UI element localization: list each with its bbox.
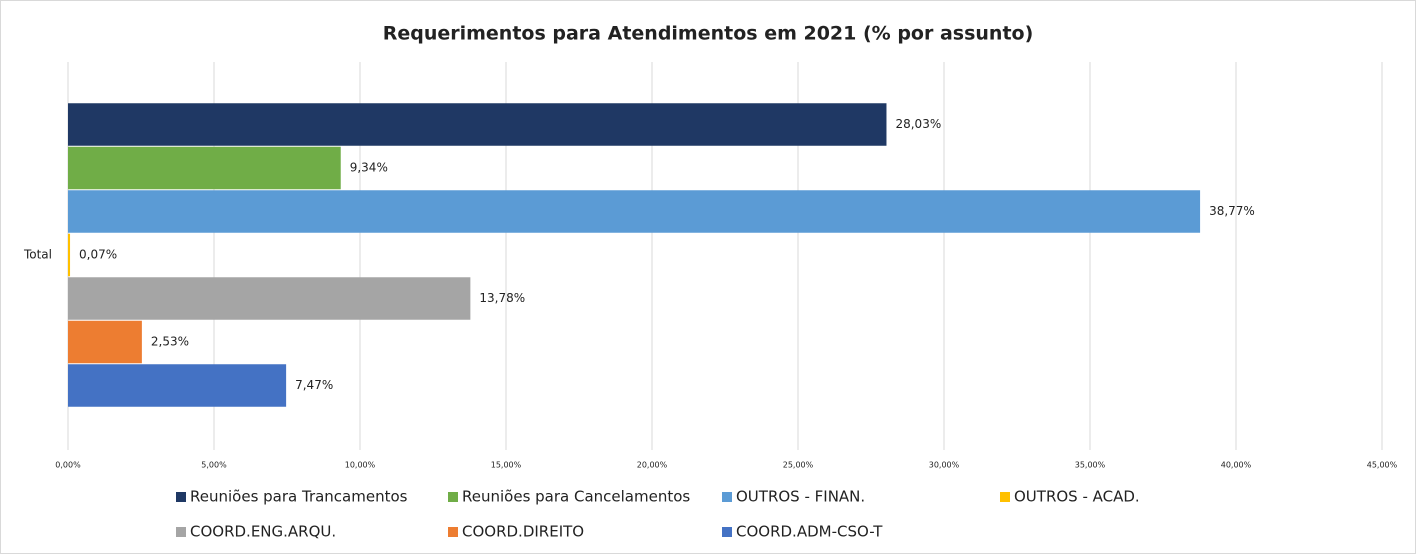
y-tick-label: Total [23,248,52,262]
bar [68,190,1201,233]
legend-label: OUTROS - ACAD. [1014,488,1140,506]
bar [68,320,142,364]
x-tick-label: 15,00% [491,461,522,470]
x-tick-label: 5,00% [201,461,227,470]
bar [68,277,471,320]
data-label: 9,34% [350,161,388,175]
data-label: 0,07% [79,248,117,262]
legend-label: Reuniões para Cancelamentos [462,488,690,506]
data-label: 28,03% [895,117,941,131]
legend-swatch [176,492,186,502]
data-label: 2,53% [151,335,189,349]
legend-label: Reuniões para Trancamentos [190,488,408,506]
bar [68,233,71,277]
x-tick-label: 20,00% [637,461,668,470]
legend-label: COORD.DIREITO [462,523,584,541]
x-tick-label: 30,00% [929,461,960,470]
data-label: 7,47% [295,378,333,392]
legend-label: COORD.ENG.ARQU. [190,523,336,541]
data-label: 38,77% [1209,204,1255,218]
legend-swatch [722,492,732,502]
data-label: 13,78% [479,291,525,305]
bar [68,146,341,190]
legend-swatch [1000,492,1010,502]
x-tick-label: 0,00% [55,461,81,470]
legend-swatch [448,527,458,537]
x-tick-label: 25,00% [783,461,814,470]
chart-title: Requerimentos para Atendimentos em 2021 … [383,23,1034,45]
bar [68,103,887,146]
legend-swatch [176,527,186,537]
x-tick-label: 35,00% [1075,461,1106,470]
legend-swatch [722,527,732,537]
legend-label: OUTROS - FINAN. [736,488,865,506]
legend-label: COORD.ADM-CSO-T [736,523,883,541]
x-tick-label: 40,00% [1221,461,1252,470]
legend-swatch [448,492,458,502]
x-tick-label: 45,00% [1367,461,1398,470]
bar [68,364,287,407]
x-tick-label: 10,00% [345,461,376,470]
